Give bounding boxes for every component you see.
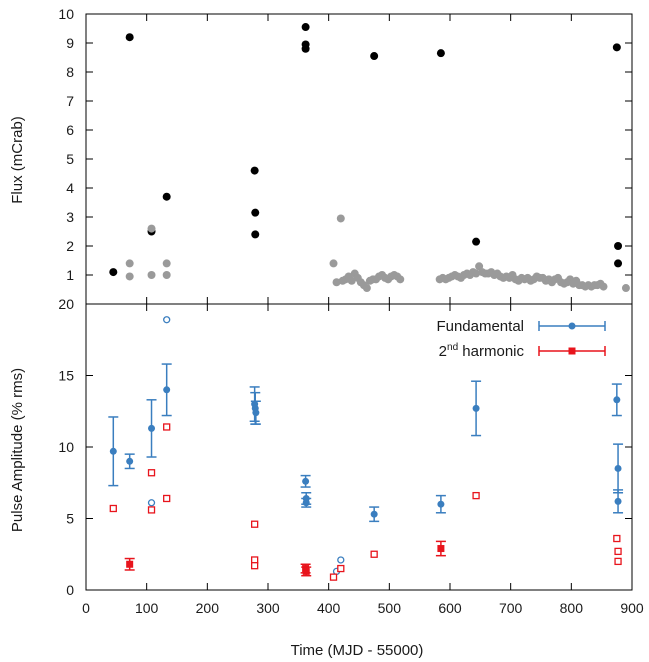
x-tick-label: 900 <box>620 600 644 616</box>
x-tick-label: 700 <box>499 600 523 616</box>
fundamental-point <box>302 499 310 507</box>
x-tick-label: 800 <box>560 600 584 616</box>
fundamental-upper-limit-point <box>147 499 156 507</box>
x-tick-label: 200 <box>196 600 220 616</box>
pulse-y-tick-label: 20 <box>58 296 74 312</box>
flux-point-gray <box>347 276 356 285</box>
legend-label-harmonic: 2nd harmonic <box>439 342 525 360</box>
x-tick-label: 300 <box>256 600 280 616</box>
flux-point-black <box>436 49 445 58</box>
harmonic-upper-limit-point <box>163 494 171 503</box>
flux-y-tick-label: 8 <box>66 64 74 80</box>
legend-symbol-harmonic-marker <box>568 347 576 355</box>
harmonic-upper-limit-point <box>370 550 378 558</box>
x-tick-label: 400 <box>317 600 341 616</box>
harmonic-point <box>126 560 134 568</box>
flux-y-tick-label: 2 <box>66 238 74 254</box>
fundamental-point <box>163 386 171 394</box>
flux-point-gray <box>599 282 608 291</box>
flux-point-gray <box>362 284 371 293</box>
time-x-axis-title: Time (MJD - 55000) <box>291 642 424 659</box>
harmonic-upper-limit-point <box>251 562 259 570</box>
fundamental-point <box>252 409 260 417</box>
flux-point-gray <box>396 275 405 284</box>
fundamental-point <box>614 464 622 472</box>
x-tick-label: 100 <box>135 600 159 616</box>
harmonic-upper-limit-point <box>614 547 622 556</box>
fundamental-upper-limit-point <box>163 316 171 324</box>
flux-y-tick-label: 3 <box>66 209 74 225</box>
harmonic-upper-limit-point <box>251 520 259 528</box>
harmonic-upper-limit-point <box>329 573 338 581</box>
flux-point-black <box>612 43 621 52</box>
harmonic-upper-limit-point <box>613 534 621 543</box>
flux-point-black <box>301 23 310 32</box>
flux-point-gray <box>472 269 481 278</box>
flux-y-tick-label: 7 <box>66 93 74 109</box>
flux-y-tick-label: 5 <box>66 151 74 167</box>
x-tick-label: 600 <box>438 600 462 616</box>
flux-panel: 1 2 3 4 5 6 7 8 9 10 <box>58 6 633 305</box>
flux-point-gray <box>336 214 345 223</box>
legend-label-fundamental: Fundamental <box>436 318 524 335</box>
harmonic-upper-limit-point <box>147 506 156 514</box>
fundamental-upper-limit-point <box>337 556 345 564</box>
flux-point-black <box>370 52 379 61</box>
flux-point-gray <box>125 259 134 268</box>
harmonic-point <box>437 545 445 553</box>
flux-y-axis-title: Flux (mCrab) <box>9 116 26 204</box>
flux-point-black <box>251 230 260 239</box>
flux-y-tick-label: 9 <box>66 35 74 51</box>
pulse-y-tick-label: 0 <box>66 582 74 598</box>
flux-point-black <box>250 166 259 175</box>
flux-point-black <box>301 44 310 53</box>
fundamental-point <box>302 477 310 485</box>
flux-point-black <box>109 268 118 277</box>
fundamental-point <box>370 510 378 518</box>
flux-y-tick-label: 4 <box>66 180 74 196</box>
x-tick-label: 500 <box>378 600 402 616</box>
pulse-y-tick-label: 15 <box>58 368 74 384</box>
flux-point-black <box>125 33 134 42</box>
flux-point-gray <box>147 224 156 233</box>
flux-point-black <box>472 237 481 246</box>
harmonic-upper-limit-point <box>109 504 117 513</box>
harmonic-upper-limit-point <box>147 469 156 477</box>
flux-point-gray <box>332 278 341 287</box>
flux-point-gray <box>162 271 171 279</box>
flux-y-tick-label: 1 <box>66 267 74 283</box>
harmonic-upper-limit-point <box>163 423 171 431</box>
fundamental-point <box>614 497 622 505</box>
fundamental-point <box>109 447 117 455</box>
flux-point-gray <box>125 272 134 281</box>
flux-point-black <box>162 192 171 201</box>
flux-point-black <box>251 208 260 217</box>
fundamental-point <box>148 424 156 432</box>
harmonic-upper-limit-point <box>472 491 480 500</box>
flux-point-gray <box>329 259 338 268</box>
harmonic-upper-limit-point <box>337 564 345 573</box>
fundamental-point <box>472 404 480 412</box>
harmonic-point <box>302 567 310 575</box>
x-tick-label: 0 <box>82 600 90 616</box>
fundamental-point <box>437 500 445 508</box>
fundamental-point <box>613 396 621 404</box>
pulse-y-tick-label: 5 <box>66 511 74 527</box>
pulse-y-tick-label: 10 <box>58 439 74 455</box>
fundamental-point <box>126 457 134 465</box>
pulse-amplitude-y-axis-title: Pulse Amplitude (% rms) <box>9 368 26 532</box>
flux-point-black <box>614 242 623 250</box>
flux-point-gray <box>147 271 156 279</box>
harmonic-upper-limit-point <box>614 557 622 566</box>
flux-point-gray <box>621 284 630 293</box>
flux-y-tick-label: 10 <box>58 6 74 22</box>
legend-symbol-fundamental-marker <box>568 322 576 330</box>
flux-y-tick-label: 6 <box>66 122 74 138</box>
flux-point-black <box>614 259 623 268</box>
flux-point-gray <box>162 259 171 268</box>
